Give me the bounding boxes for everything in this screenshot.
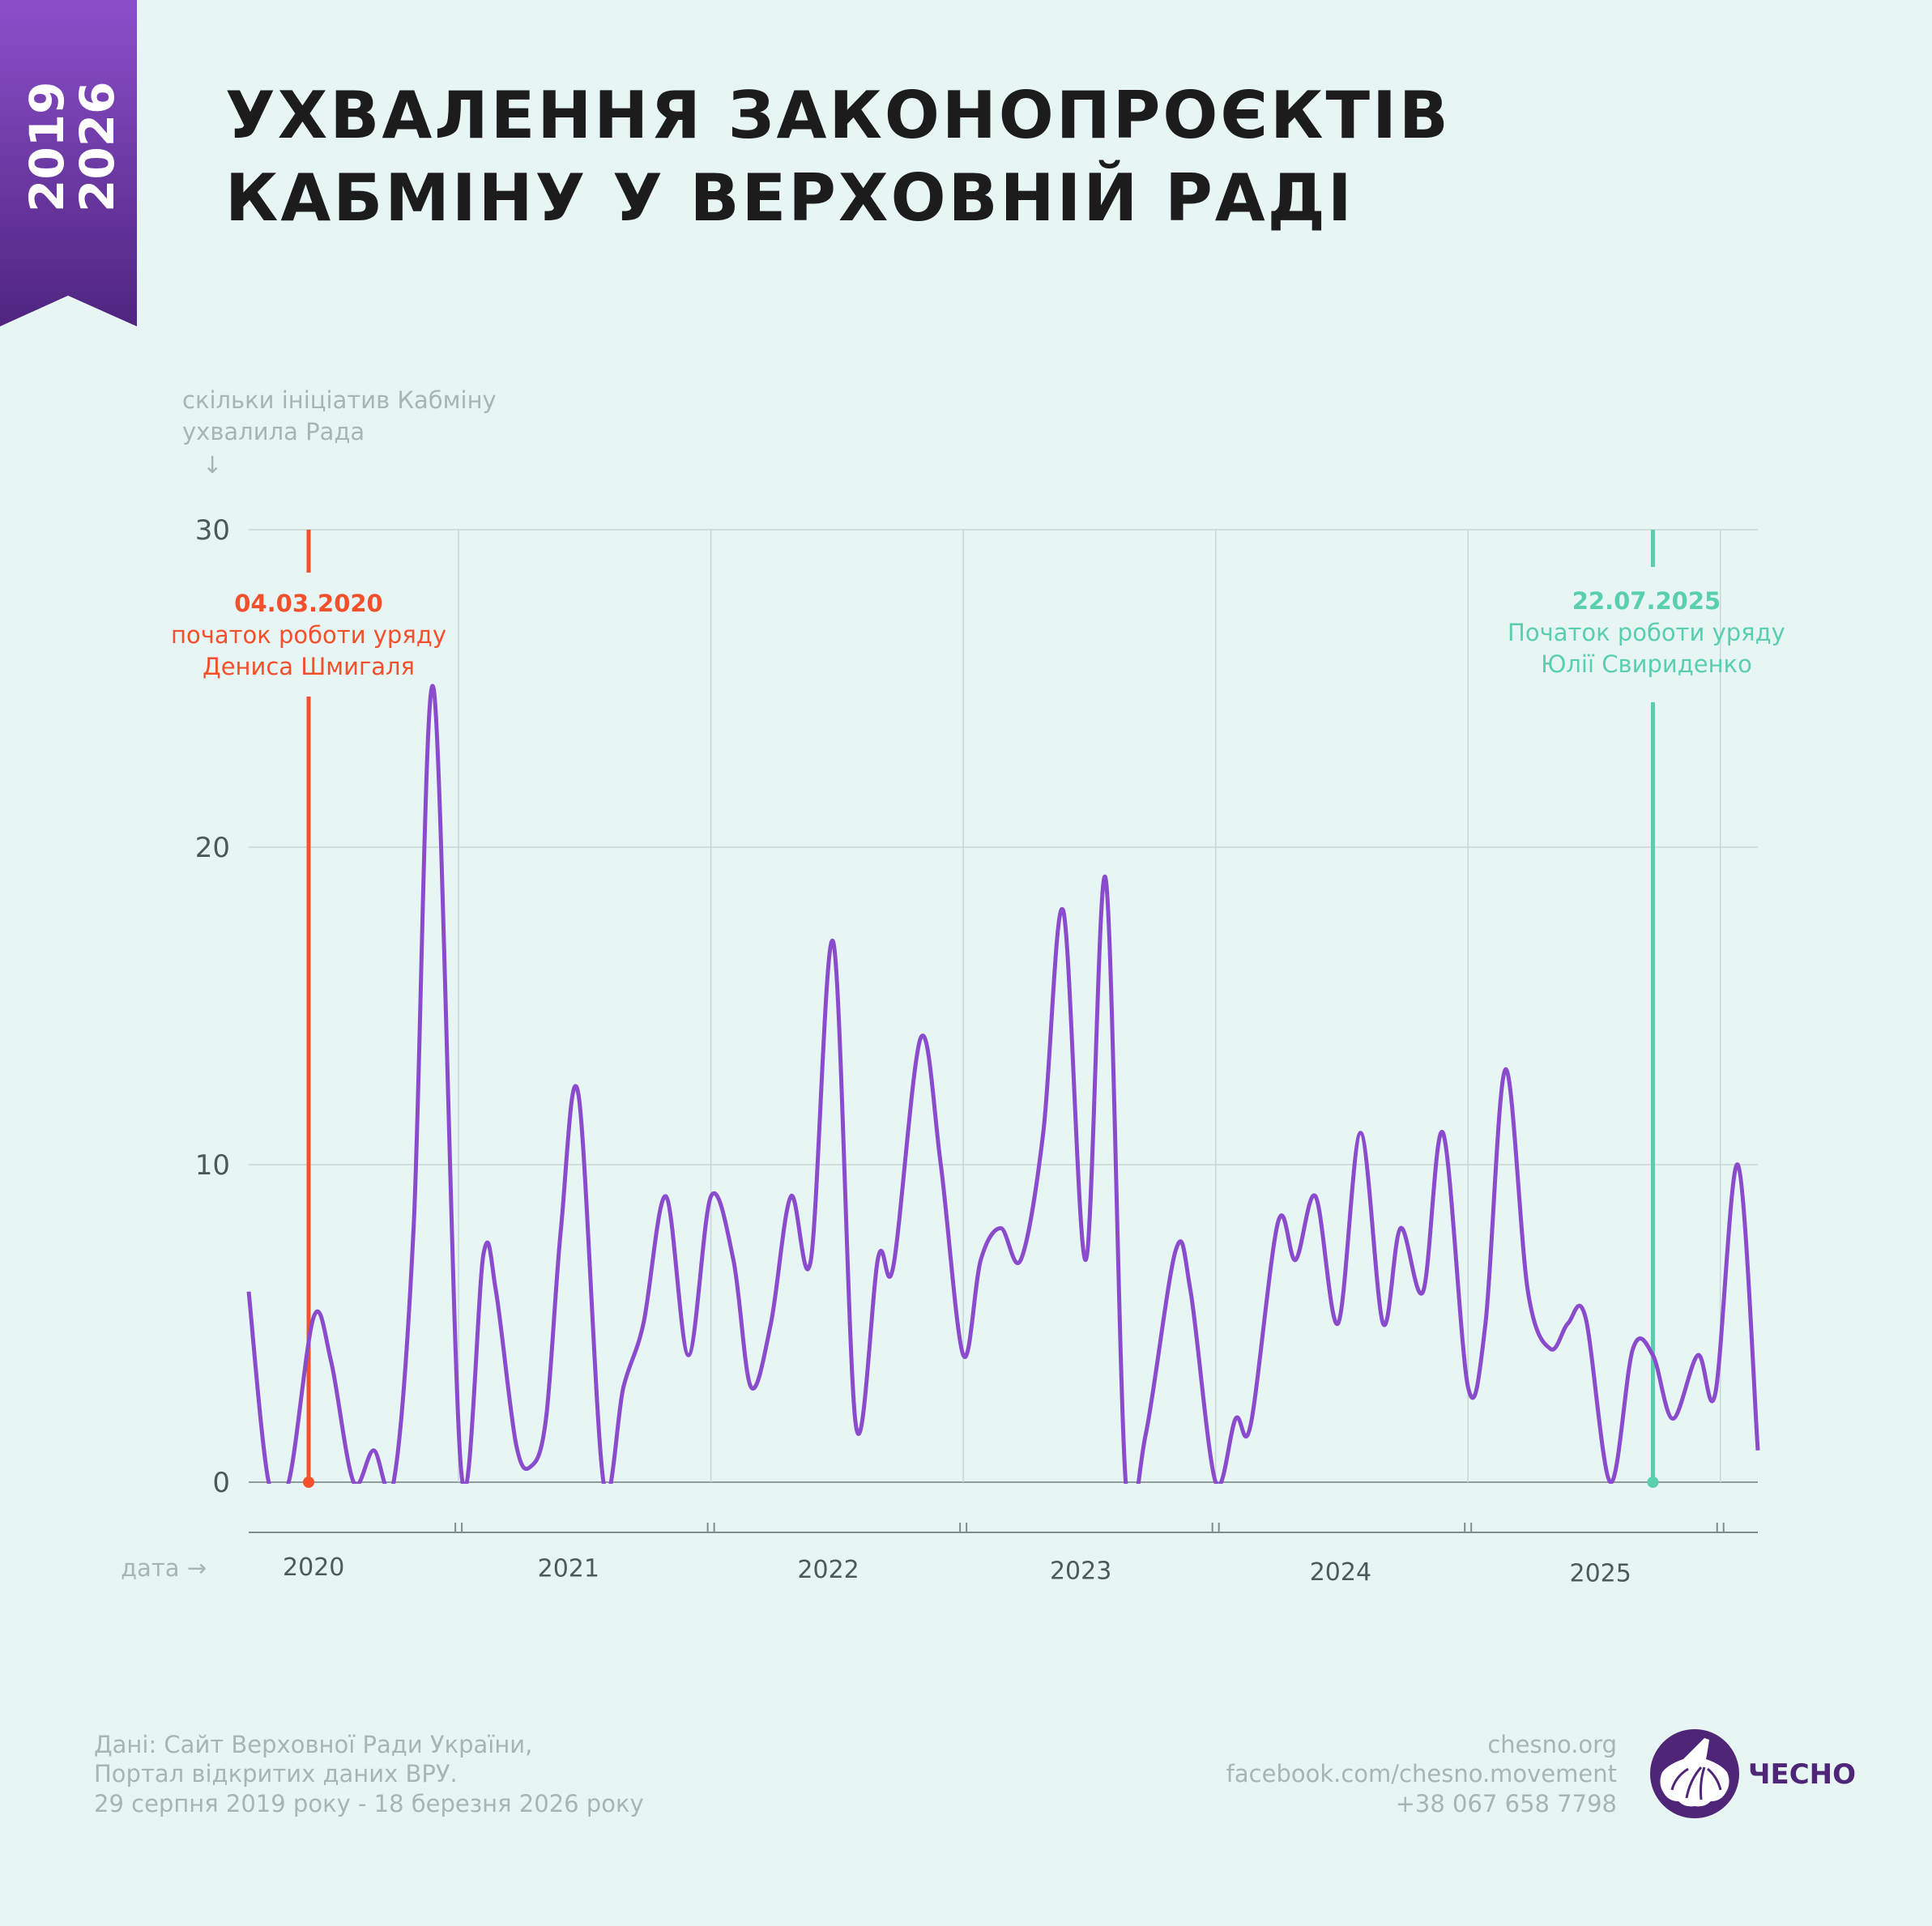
marker-dot: [1647, 1476, 1659, 1488]
x-axis-title: дата →: [121, 1554, 207, 1582]
site-link[interactable]: chesno.org: [1487, 1731, 1617, 1758]
y-tick-label: 30: [195, 514, 230, 547]
year-ribbon: 2019 2026: [0, 0, 137, 326]
y-axis-arrow-icon: ↓: [203, 451, 222, 479]
y-tick-label: 0: [212, 1467, 230, 1499]
annotation-date: 22.07.2025: [1572, 587, 1721, 615]
title-line-2: КАБМІНУ У ВЕРХОВНІЙ РАДІ: [225, 160, 1354, 236]
source-line-3: 29 серпня 2019 року - 18 березня 2026 ро…: [94, 1790, 644, 1817]
x-tick-label: 2024: [1310, 1558, 1371, 1587]
series-line: [246, 684, 1760, 1484]
ribbon-shape: [0, 0, 137, 326]
title-line-1: УХВАЛЕННЯ ЗАКОНОПРОЄКТІВ: [225, 78, 1451, 153]
y-axis-title-line-2: ухвалила Рада: [182, 418, 365, 445]
y-tick-label: 10: [195, 1149, 230, 1182]
annotation-text-line-2: Юлії Свириденко: [1541, 650, 1752, 678]
footer: Дані: Сайт Верховної Ради України, Порта…: [94, 1729, 1856, 1818]
source-line-1: Дані: Сайт Верховної Ради України,: [94, 1731, 532, 1758]
phone-number: +38 067 658 7798: [1396, 1790, 1617, 1817]
annotation-text-line-1: початок роботи уряду: [171, 621, 446, 649]
source-line-2: Портал відкритих даних ВРУ.: [94, 1760, 458, 1788]
facebook-link[interactable]: facebook.com/chesno.movement: [1226, 1760, 1617, 1788]
x-tick-label: 2020: [283, 1553, 344, 1582]
x-tick-label: 2023: [1050, 1557, 1111, 1586]
y-tick-label: 20: [195, 832, 230, 864]
x-tick-label: 2025: [1570, 1560, 1631, 1588]
annotation-date: 04.03.2020: [234, 590, 382, 617]
garlic-icon: [1660, 1738, 1729, 1807]
ribbon-year-start: 2019: [19, 82, 75, 212]
marker-dot: [303, 1476, 315, 1488]
annotation-text-line-2: Дениса Шмигаля: [203, 653, 415, 680]
logo-text: ЧЕСНО: [1748, 1758, 1856, 1791]
chesno-logo: ЧЕСНО: [1650, 1729, 1856, 1818]
ribbon-year-end: 2026: [70, 82, 125, 212]
x-tick-label: 2022: [797, 1556, 859, 1584]
y-axis-title-line-1: скільки ініціатив Кабміну: [182, 386, 497, 414]
annotation-text-line-1: Початок роботи уряду: [1508, 619, 1785, 646]
x-tick-label: 2021: [538, 1555, 599, 1583]
line-chart: 0 10 20 30 2020 2021 2022 2023 2024 2025 04.03.202…: [171, 514, 1785, 1588]
